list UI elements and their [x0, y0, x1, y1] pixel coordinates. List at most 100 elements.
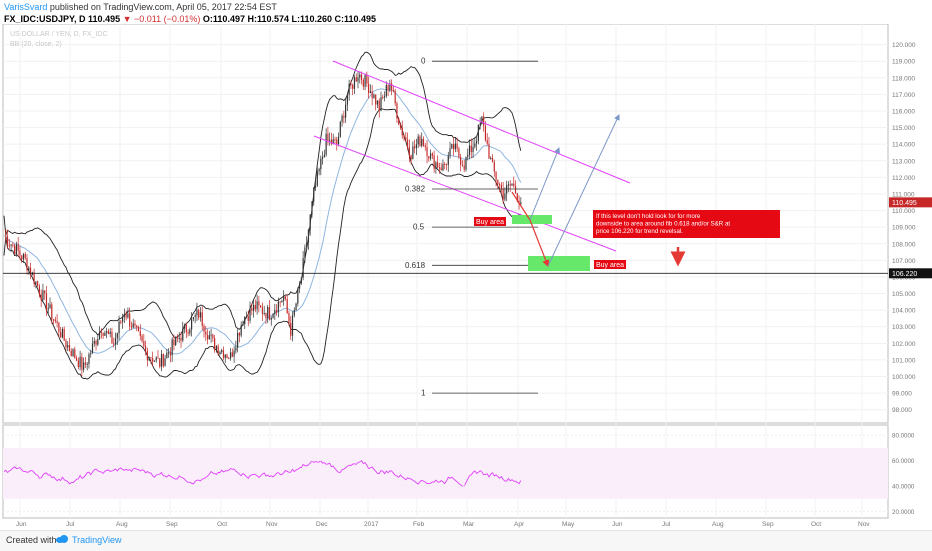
candle-body: [419, 136, 421, 146]
symbol-line: FX_IDC:USDJPY, D 110.495 ▼ −0.011 (−0.01…: [4, 13, 884, 25]
candle-body: [421, 138, 423, 146]
candle-body: [54, 319, 56, 322]
candle-body: [350, 83, 352, 85]
time-axis-label: Jun: [612, 521, 623, 528]
candle-body: [297, 288, 299, 304]
candle-body: [435, 162, 437, 169]
candle-body: [217, 346, 219, 355]
candle-body: [323, 154, 325, 157]
candle-body: [398, 118, 400, 125]
time-axis-label: Sep: [762, 521, 774, 528]
candle-body: [426, 146, 428, 157]
candle-body: [270, 317, 272, 320]
candle-body: [516, 193, 518, 202]
candle-body: [212, 334, 214, 339]
candle-body: [198, 310, 200, 318]
candle-body: [141, 335, 143, 342]
candle-body: [277, 301, 279, 313]
candle-body: [8, 245, 10, 247]
candle-body: [470, 145, 472, 152]
symbol-name[interactable]: FX_IDC:USDJPY, D: [4, 14, 86, 24]
candle-body: [145, 346, 147, 351]
candle-body: [383, 95, 386, 98]
candle-body: [65, 340, 67, 348]
bollinger-basis-line: [3, 88, 522, 355]
buy-area-label-2-bg: [594, 260, 626, 269]
candle-body: [58, 322, 60, 333]
candle-body: [104, 332, 106, 336]
candle-body: [125, 313, 127, 318]
candle-body: [300, 277, 302, 284]
author-link[interactable]: VarisSvard: [4, 2, 48, 12]
candle-body: [417, 136, 419, 145]
candle-body: [233, 350, 235, 357]
candle-body: [431, 153, 433, 156]
candle-body: [47, 308, 49, 310]
bollinger-upper-band: [3, 51, 522, 338]
candle-body: [387, 85, 389, 91]
candle-body: [275, 310, 278, 313]
candle-body: [148, 357, 150, 361]
candle-body: [258, 301, 260, 306]
candle-body: [256, 301, 258, 310]
ohlc-values: O:110.497 H:110.574 L:110.260 C:110.495: [202, 14, 377, 24]
price-change: ▼ −0.011 (−0.01%): [122, 14, 201, 24]
published-text: published on TradingView.com, April 05, …: [49, 2, 277, 12]
candle-body: [286, 299, 288, 314]
candle-body: [437, 162, 439, 168]
time-axis-label: Feb: [413, 521, 425, 528]
candle-body: [137, 327, 140, 332]
tradingview-brand[interactable]: TradingView: [72, 535, 122, 545]
candle-body: [484, 125, 487, 141]
candle-body: [366, 74, 368, 84]
candle-body: [111, 331, 113, 344]
level-price-tag-label: 106.220: [892, 271, 917, 278]
candle-body: [336, 139, 338, 145]
price-axis-tick-label: 111.000: [892, 191, 915, 198]
rsi-axis: 80.0000 60.0000 40.0000 20.0000: [3, 433, 915, 516]
candle-body: [28, 267, 30, 271]
candle-body: [410, 155, 412, 160]
candle-body: [187, 332, 189, 334]
fib-level-label: 0.382: [405, 184, 426, 193]
price-axis: 120.000 119.000 118.000 117.000 116.000 115.0…: [889, 42, 932, 414]
candle-body: [444, 163, 446, 165]
candle-body: [458, 148, 460, 158]
candle-body: [196, 310, 198, 316]
candle-body: [12, 244, 14, 246]
candle-body: [205, 331, 207, 335]
candle-body: [261, 307, 264, 314]
price-axis-tick-label: 118.000: [892, 75, 915, 82]
price-axis-tick-label: 119.000: [892, 59, 915, 66]
candle-body: [203, 325, 205, 332]
candle-body: [355, 77, 357, 82]
price-axis-tick-label: 99.000: [892, 391, 912, 398]
candle-body: [442, 163, 444, 171]
candle-body: [357, 77, 359, 82]
candle-body: [109, 331, 111, 335]
candle-body: [219, 351, 221, 355]
candle-body: [245, 316, 248, 318]
candle-body: [382, 97, 384, 99]
candle-body: [35, 281, 37, 284]
candle-body: [208, 335, 210, 340]
candle-body: [123, 313, 125, 317]
candle-body: [509, 184, 511, 186]
candle-body: [192, 316, 194, 319]
candle-body: [83, 362, 85, 370]
candle-body: [445, 164, 448, 166]
candle-body: [360, 74, 363, 81]
price-axis-tick-label: 103.000: [892, 324, 916, 331]
candle-body: [371, 91, 373, 99]
price-chart[interactable]: US DOLLAR / YEN, D, FX_IDC BB (20, close,…: [0, 24, 932, 530]
candle-body: [378, 100, 380, 111]
candle-body: [194, 315, 196, 317]
candle-body: [189, 329, 191, 334]
candle-body: [327, 133, 329, 141]
candle-body: [298, 283, 301, 289]
candle-body: [88, 354, 90, 364]
candle-body: [162, 354, 164, 366]
rsi-band: [3, 447, 888, 499]
rsi-axis-tick-label: 40.0000: [892, 484, 915, 491]
price-axis-tick-label: 105.000: [892, 291, 916, 298]
